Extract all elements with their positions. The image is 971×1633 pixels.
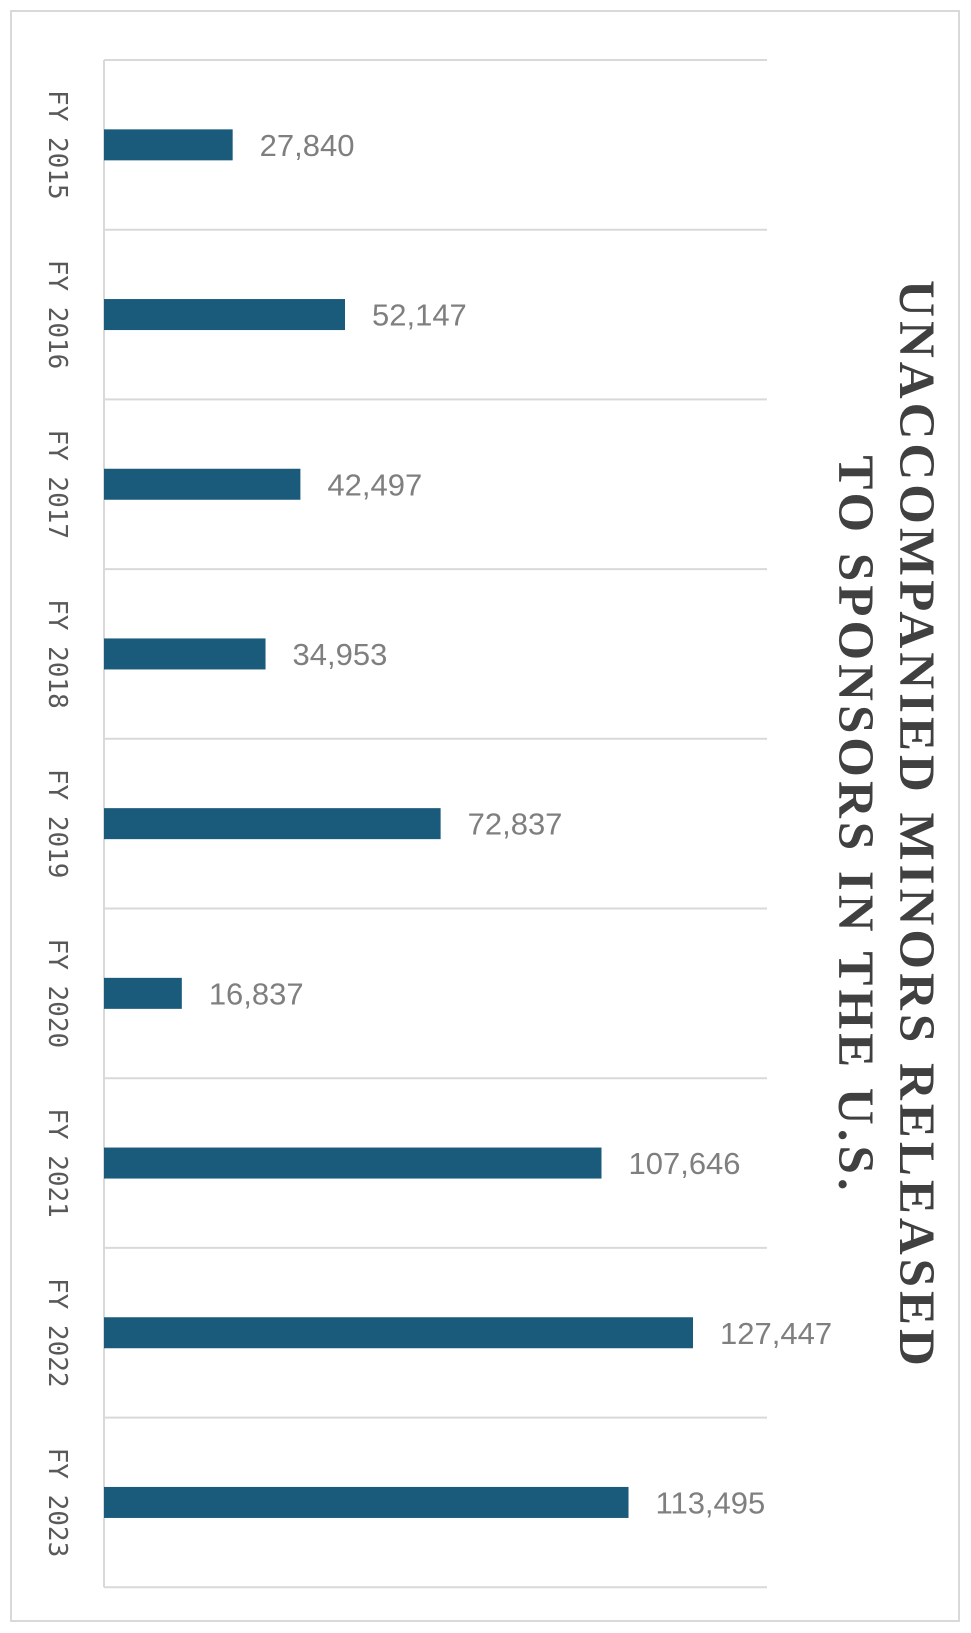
bar [104,1147,602,1179]
data-label: 27,840 [260,128,355,163]
category-tick-label: FY 2019 [42,769,72,879]
category-tick-label: FY 2020 [42,939,72,1049]
bar [104,977,182,1009]
chart-title: UNACCOMPANIED MINORS RELEASED TO SPONSOR… [824,280,946,1370]
bar [104,468,301,500]
data-label: 72,837 [468,807,563,842]
bar [104,1317,693,1349]
category-tick-label: FY 2023 [42,1448,72,1558]
data-label: 34,953 [293,637,388,672]
category-tick-label: FY 2021 [42,1108,72,1218]
category-tick-label: FY 2015 [42,90,72,200]
data-label: 107,646 [628,1146,740,1181]
chart-title-line-2: TO SPONSORS IN THE U.S. [827,455,883,1195]
data-label: 42,497 [327,467,422,502]
category-tick-label: FY 2018 [42,599,72,709]
bar [104,129,233,161]
data-label: 113,495 [656,1485,766,1520]
bar [104,808,441,840]
bar [104,299,345,331]
data-label: 52,147 [372,298,467,333]
category-tick-label: FY 2022 [42,1278,72,1388]
chart-title-line-1: UNACCOMPANIED MINORS RELEASED [888,280,944,1370]
data-label: 127,447 [720,1316,832,1351]
category-tick-label: FY 2017 [42,429,72,539]
bar [104,1486,629,1518]
category-tick-label: FY 2016 [42,260,72,370]
bar [104,638,266,670]
data-label: 16,837 [209,976,304,1011]
